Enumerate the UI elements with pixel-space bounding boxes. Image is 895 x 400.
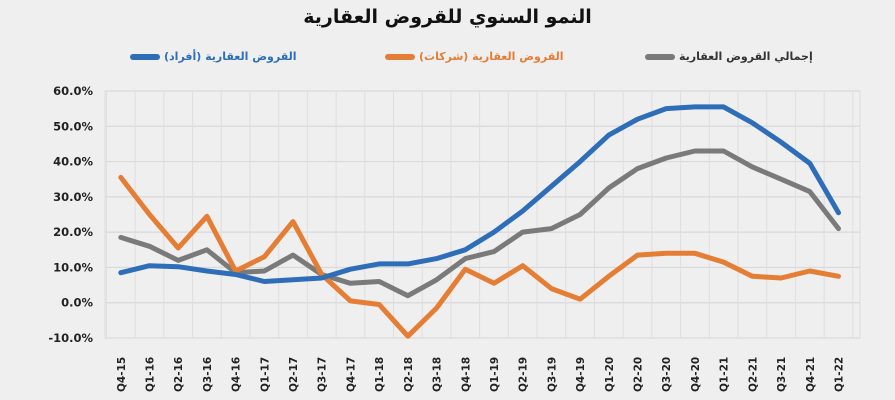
x-tick-label: Q3-21 [776,357,788,392]
legend-item-total: إجمالي القروض العقارية [645,50,813,63]
legend-label-total: إجمالي القروض العقارية [679,50,813,63]
x-tick-label: Q1-18 [374,357,386,392]
x-tick-label: Q2-20 [633,357,645,392]
x-tick-label: Q1-22 [833,357,845,392]
legend-item-corporate: القروض العقارية (شركات) [385,50,564,63]
y-tick-label: 40.0% [53,155,93,169]
x-tick-label: Q1-17 [259,357,271,392]
x-tick-label: Q1-19 [489,357,501,392]
x-tick-label: Q1-16 [144,357,156,392]
x-tick-label: Q4-17 [345,357,357,392]
gridlines [104,90,861,339]
x-tick-label: Q4-21 [805,357,817,392]
series-line [118,174,841,339]
legend-swatch-gray-icon [645,53,675,60]
y-tick-label: 0.0% [61,296,93,310]
x-tick-label: Q3-18 [432,357,444,392]
series-line [118,148,841,299]
y-tick-label: 60.0% [53,84,93,98]
series-lines [118,104,841,339]
x-tick-label: Q2-17 [288,357,300,392]
x-tick-label: Q2-21 [747,357,759,392]
legend-item-individuals: القروض العقارية (أفراد) [130,50,297,63]
x-axis: Q4-15 Q1-16 Q2-16 Q3-16 Q4-16 Q1-17 Q2-17 Q3-17… [116,357,846,392]
y-tick-label: 50.0% [53,119,93,133]
y-tick-label: 20.0% [53,225,93,239]
y-tick-label: 10.0% [53,260,93,274]
x-tick-label: Q4-15 [116,357,128,392]
x-tick-label: Q2-19 [518,357,530,392]
legend-swatch-blue-icon [130,53,160,60]
legend-label-individuals: القروض العقارية (أفراد) [164,50,297,63]
legend-swatch-orange-icon [385,53,415,60]
chart-title: النمو السنوي للقروض العقارية [303,6,592,28]
x-tick-label: Q3-19 [546,357,558,392]
x-tick-label: Q4-20 [690,357,702,392]
x-tick-label: Q3-16 [202,357,214,392]
legend: القروض العقارية (أفراد) القروض العقارية … [0,50,895,72]
x-tick-label: Q2-18 [403,357,415,392]
x-tick-label: Q2-16 [173,357,185,392]
x-tick-label: Q4-19 [575,357,587,392]
x-tick-label: Q3-20 [661,357,673,392]
series-line [118,104,841,284]
y-tick-label: 30.0% [53,190,93,204]
x-tick-label: Q3-17 [317,357,329,392]
y-tick-label: -10.0% [48,331,93,345]
x-tick-label: Q1-21 [719,357,731,392]
x-tick-label: Q4-16 [231,357,243,392]
y-axis: -10.0% 0.0% 10.0% 20.0% 30.0% 40.0% 50.0% 60.0% [48,84,93,345]
x-tick-label: Q1-20 [604,357,616,392]
x-tick-label: Q4-18 [460,357,472,392]
legend-label-corporate: القروض العقارية (شركات) [419,50,564,63]
